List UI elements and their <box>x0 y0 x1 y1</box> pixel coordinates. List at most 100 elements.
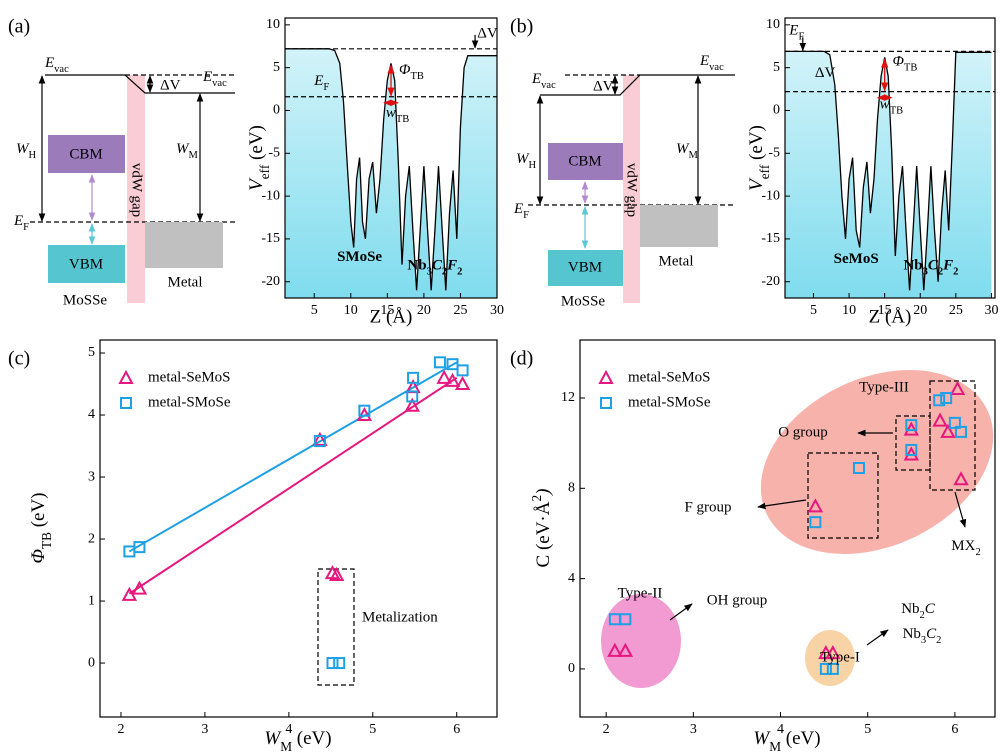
annotation-part: Φ <box>399 63 411 79</box>
diagram-label-part: vac <box>212 78 227 89</box>
x-tick-label: 20 <box>417 303 431 318</box>
annotation-part: 2 <box>457 266 462 277</box>
annotation: Type-I <box>820 649 860 665</box>
annotation-part: 3 <box>427 266 432 277</box>
annotation-part: C <box>432 258 443 274</box>
potential-curve <box>285 48 497 291</box>
diagram-label-part: W <box>16 141 30 157</box>
diagram-label-part: M <box>189 150 199 161</box>
annotation: MX2 <box>951 538 980 557</box>
annotation-part: TB <box>904 62 917 73</box>
data-point <box>313 435 326 448</box>
data-point <box>333 657 346 670</box>
x-tick-label: 6 <box>951 722 958 737</box>
cbm-box <box>48 135 125 173</box>
annotation-part: 2 <box>975 547 980 558</box>
diagram-label: vdW gap <box>624 163 640 217</box>
x-tick-label: 4 <box>285 722 292 737</box>
diagram-label-part: vac <box>541 80 556 91</box>
y-tick-label: 4 <box>88 407 95 422</box>
y-tick-label: -15 <box>761 231 780 246</box>
data-point <box>852 461 865 474</box>
annotation-part: 2 <box>936 635 941 646</box>
data-point <box>406 390 419 403</box>
data-point <box>940 423 956 438</box>
diagram-label: vdW gap <box>129 163 145 217</box>
x-tick-label: 25 <box>949 303 963 318</box>
legend-marker <box>598 369 614 384</box>
annotation-part: 2 <box>442 266 447 277</box>
data-point <box>619 613 632 626</box>
annotation-part: C <box>928 258 939 274</box>
y-tick-label: 5 <box>773 60 780 75</box>
legend-label: metal-SMoSe <box>148 394 231 410</box>
legend-label: metal-SeMoS <box>628 369 711 385</box>
cbm-box <box>548 143 623 180</box>
x-tick-label: 3 <box>201 722 208 737</box>
diagram-label: MoSSe <box>63 292 108 308</box>
diagram-label: Evac <box>531 71 556 90</box>
diagram-label-part: E <box>13 213 23 229</box>
data-point <box>953 471 969 486</box>
annotation: Type-II <box>618 585 663 601</box>
y-tick-label: 4 <box>568 571 575 586</box>
annotation: ΦTB <box>399 63 424 82</box>
legend-marker <box>120 397 132 409</box>
annotation: SMoSe <box>337 249 382 265</box>
legend-label: metal-SeMoS <box>148 369 231 385</box>
data-point <box>329 566 345 582</box>
y-tick-label: 5 <box>88 345 95 360</box>
data-point <box>326 657 339 670</box>
annotation-part: F <box>798 32 804 43</box>
plot-frame <box>579 339 996 718</box>
annotation-part: 2 <box>920 610 925 621</box>
x-axis-label: WM (eV) <box>264 728 331 752</box>
data-point <box>617 642 634 657</box>
y-tick-label: 3 <box>88 469 95 484</box>
diagram-label-part: vac <box>709 62 724 73</box>
data-point <box>356 406 373 422</box>
mx2-box <box>929 380 976 491</box>
x-axis-label-part: (eV) <box>781 728 821 749</box>
x-tick-label: 5 <box>311 303 318 318</box>
diagram-label: WH <box>16 141 37 160</box>
annotation-part: 2 <box>938 266 943 277</box>
x-axis-label-part: M <box>769 739 781 752</box>
panel-label: (c) <box>8 348 30 370</box>
x-tick-label: 5 <box>369 722 376 737</box>
annotation: EF <box>313 74 329 93</box>
data-point <box>358 404 371 417</box>
x-tick-label: 25 <box>453 303 467 318</box>
diagram-label-part: F <box>523 210 529 221</box>
diagram-label: EF <box>13 213 29 232</box>
x-axis-label: Z (Å) <box>370 306 413 327</box>
annotation-part: C <box>926 626 937 642</box>
annotation: wTB <box>386 105 409 124</box>
annotation: Nb3C2F2 <box>903 258 958 277</box>
vdw-gap-band <box>623 75 640 303</box>
annotation-part: E <box>788 23 798 39</box>
data-point <box>954 425 967 438</box>
vbm-box <box>48 245 125 283</box>
y-tick-label: -5 <box>268 146 280 161</box>
data-point <box>436 369 452 384</box>
diagram-label-part: E <box>699 53 709 69</box>
y-axis-label-part: (eV) <box>28 492 49 532</box>
arrow <box>866 629 889 646</box>
diagram-label-part: W <box>176 141 190 157</box>
diagram-label-part: E <box>44 55 54 71</box>
plot-frame <box>284 17 498 299</box>
annotation: Nb3C2F2 <box>407 258 462 277</box>
y-axis-label-part: V <box>246 177 267 191</box>
annotation-part: TB <box>410 71 423 82</box>
data-point <box>407 371 420 384</box>
arrow <box>954 491 967 528</box>
annotation: Type-III <box>859 379 909 395</box>
x-tick-label: 5 <box>810 303 817 318</box>
data-point <box>807 498 824 513</box>
data-point <box>312 431 328 446</box>
y-tick-label: 0 <box>568 661 575 676</box>
diagram-label: Evac <box>699 53 724 72</box>
y-tick-label: 10 <box>266 17 280 32</box>
data-point <box>404 397 420 412</box>
